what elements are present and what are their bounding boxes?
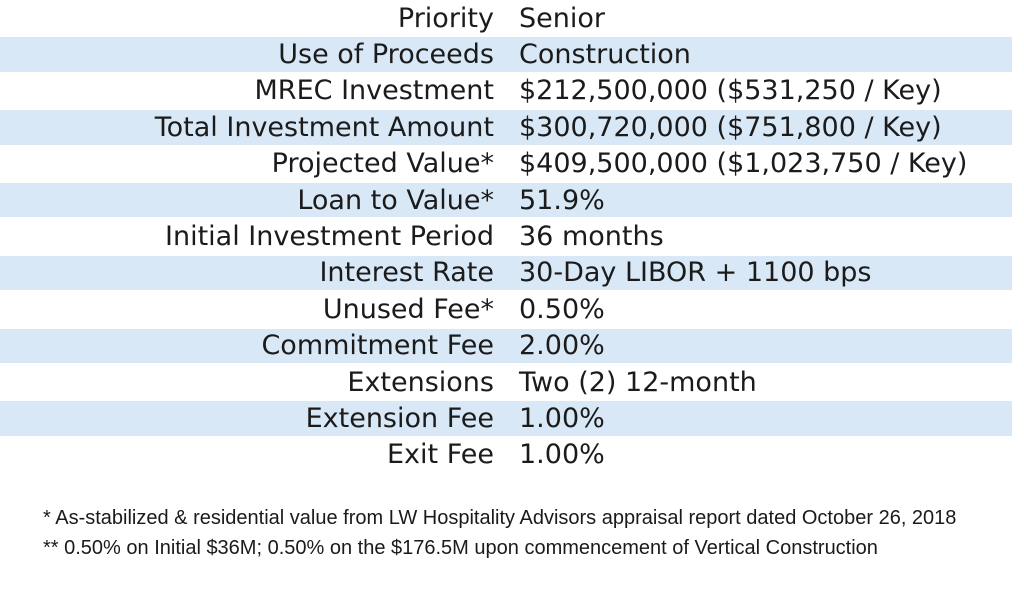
row-value: 0.50% <box>519 293 605 325</box>
row-label: Interest Rate <box>319 257 494 289</box>
row-value: $212,500,000 ($531,250 / Key) <box>519 75 942 107</box>
row-label: MREC Investment <box>254 75 494 107</box>
investment-terms-table: Priority Senior Use of Proceeds Construc… <box>0 0 1012 473</box>
table-row: Priority Senior <box>0 0 1012 36</box>
row-value: 30-Day LIBOR + 1100 bps <box>519 257 872 289</box>
row-value: 51.9% <box>519 184 605 216</box>
table-row: Total Investment Amount $300,720,000 ($7… <box>0 109 1012 146</box>
row-value: $300,720,000 ($751,800 / Key) <box>519 111 942 143</box>
row-value: $409,500,000 ($1,023,750 / Key) <box>519 148 968 180</box>
table-row: Exit Fee 1.00% <box>0 437 1012 473</box>
row-label: Projected Value* <box>271 148 494 180</box>
row-value: 1.00% <box>519 402 605 434</box>
row-value: 36 months <box>519 221 664 253</box>
table-row: Loan to Value* 51.9% <box>0 181 1012 219</box>
table-row: Use of Proceeds Construction <box>0 36 1012 73</box>
row-value: Two (2) 12-month <box>519 366 757 398</box>
table-row: MREC Investment $212,500,000 ($531,250 /… <box>0 73 1012 109</box>
footnote-unused-fee: ** 0.50% on Initial $36M; 0.50% on the $… <box>43 537 878 559</box>
row-label: Total Investment Amount <box>154 111 494 143</box>
table-row: Extensions Two (2) 12-month <box>0 364 1012 400</box>
row-label: Use of Proceeds <box>278 39 494 71</box>
row-value: 2.00% <box>519 330 605 362</box>
table-row: Commitment Fee 2.00% <box>0 327 1012 364</box>
footnotes: * As-stabilized & residential value from… <box>43 503 1004 563</box>
footnote-appraisal: * As-stabilized & residential value from… <box>43 507 957 529</box>
row-value: Construction <box>519 39 691 71</box>
table-row: Projected Value* $409,500,000 ($1,023,75… <box>0 146 1012 182</box>
row-value: Senior <box>519 2 605 34</box>
row-value: 1.00% <box>519 439 605 471</box>
table-row: Initial Investment Period 36 months <box>0 218 1012 254</box>
table-row: Interest Rate 30-Day LIBOR + 1100 bps <box>0 254 1012 292</box>
row-label: Extensions <box>347 366 494 398</box>
row-label: Commitment Fee <box>261 330 494 362</box>
row-label: Initial Investment Period <box>165 221 494 253</box>
row-label: Loan to Value* <box>297 184 494 216</box>
row-label: Priority <box>397 2 494 34</box>
row-label: Unused Fee* <box>322 293 494 325</box>
row-label: Extension Fee <box>305 402 494 434</box>
table-row: Extension Fee 1.00% <box>0 400 1012 437</box>
row-label: Exit Fee <box>387 439 494 471</box>
table-row: Unused Fee* 0.50% <box>0 291 1012 327</box>
